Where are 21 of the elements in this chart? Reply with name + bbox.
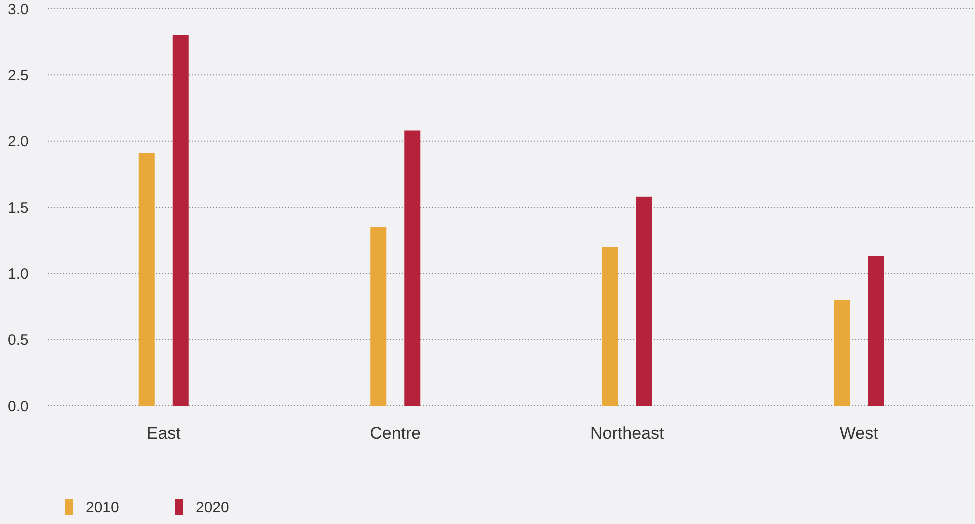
x-tick-label: West: [840, 424, 879, 443]
y-tick-label: 2.5: [8, 67, 29, 84]
bar: [172, 35, 189, 406]
y-tick-label: 1.0: [8, 266, 29, 283]
bar: [636, 196, 652, 406]
bar: [834, 300, 850, 406]
x-tick-label: East: [146, 424, 182, 443]
y-tick-label: 1.5: [8, 200, 29, 217]
bar: [370, 227, 387, 406]
x-tick-label: Northeast: [590, 424, 665, 443]
bar: [404, 130, 421, 406]
y-tick-label: 0.0: [8, 398, 29, 416]
legend-label: 2010: [86, 499, 120, 516]
legend-label: 2020: [196, 499, 230, 516]
x-tick-label: Centre: [370, 424, 422, 443]
y-tick-label: 3.0: [8, 1, 29, 18]
y-tick-label: 0.5: [8, 332, 29, 350]
bar: [602, 247, 618, 406]
y-tick-label: 2.0: [8, 134, 29, 151]
bar: [138, 153, 155, 406]
bar: [868, 256, 884, 406]
